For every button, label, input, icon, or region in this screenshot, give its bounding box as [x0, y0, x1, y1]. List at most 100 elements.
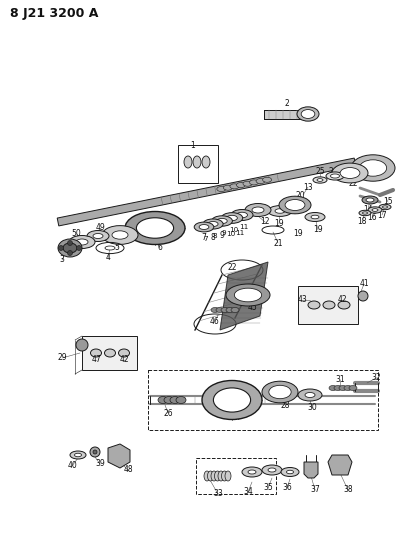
Ellipse shape — [211, 216, 232, 226]
Ellipse shape — [211, 471, 217, 481]
Bar — [196, 458, 276, 494]
Text: 27: 27 — [232, 414, 242, 423]
Ellipse shape — [176, 397, 186, 403]
Ellipse shape — [69, 236, 95, 248]
Text: 34: 34 — [243, 488, 253, 497]
Ellipse shape — [105, 349, 115, 357]
Text: 30: 30 — [307, 403, 317, 413]
Ellipse shape — [351, 155, 395, 181]
Text: 7: 7 — [201, 232, 206, 241]
Ellipse shape — [279, 196, 311, 214]
Text: 47: 47 — [92, 356, 102, 365]
Ellipse shape — [119, 349, 130, 357]
Ellipse shape — [230, 184, 239, 189]
Ellipse shape — [102, 225, 138, 244]
Ellipse shape — [58, 239, 82, 257]
Ellipse shape — [339, 385, 347, 391]
Text: 18: 18 — [357, 216, 367, 225]
Text: 9: 9 — [222, 230, 226, 236]
Text: 48: 48 — [123, 465, 133, 474]
Ellipse shape — [311, 215, 319, 219]
Ellipse shape — [199, 224, 209, 229]
Text: 19: 19 — [293, 230, 303, 238]
Text: 49: 49 — [95, 222, 105, 231]
Ellipse shape — [334, 385, 342, 391]
Ellipse shape — [243, 181, 252, 186]
Ellipse shape — [372, 208, 378, 212]
Text: 37: 37 — [310, 486, 320, 495]
Text: 5: 5 — [115, 244, 119, 253]
Ellipse shape — [297, 107, 319, 121]
Polygon shape — [57, 158, 356, 226]
Ellipse shape — [221, 213, 243, 223]
Ellipse shape — [170, 397, 180, 403]
Text: 39: 39 — [95, 459, 105, 469]
Ellipse shape — [252, 207, 264, 213]
Ellipse shape — [268, 468, 276, 472]
Text: 22: 22 — [348, 179, 358, 188]
Ellipse shape — [237, 182, 245, 188]
Text: 23: 23 — [372, 174, 382, 182]
Ellipse shape — [87, 230, 109, 241]
Circle shape — [67, 251, 73, 255]
Text: 40: 40 — [67, 462, 77, 471]
Ellipse shape — [262, 381, 298, 403]
Ellipse shape — [281, 467, 299, 477]
Text: 21: 21 — [273, 238, 283, 247]
Ellipse shape — [217, 187, 226, 191]
Ellipse shape — [63, 243, 77, 253]
Ellipse shape — [359, 160, 387, 176]
Ellipse shape — [298, 389, 322, 401]
Text: 3: 3 — [59, 255, 64, 264]
Text: 44: 44 — [255, 295, 265, 304]
Ellipse shape — [215, 471, 221, 481]
Text: 6: 6 — [158, 244, 162, 253]
Ellipse shape — [216, 308, 224, 312]
Ellipse shape — [226, 284, 270, 306]
Text: 7: 7 — [203, 236, 208, 242]
Ellipse shape — [263, 177, 272, 182]
Ellipse shape — [248, 470, 256, 474]
Ellipse shape — [269, 385, 291, 399]
Ellipse shape — [225, 471, 231, 481]
Text: 14: 14 — [363, 206, 373, 214]
Text: 22: 22 — [227, 263, 237, 272]
Ellipse shape — [285, 199, 305, 211]
Ellipse shape — [363, 212, 367, 214]
Text: 11: 11 — [239, 224, 249, 230]
Bar — [298, 286, 358, 324]
Ellipse shape — [202, 381, 262, 419]
Text: 46: 46 — [210, 318, 220, 327]
Text: 13: 13 — [303, 182, 313, 191]
Circle shape — [67, 240, 73, 246]
Text: 8: 8 — [211, 233, 215, 243]
Ellipse shape — [379, 204, 391, 209]
Text: 36: 36 — [282, 483, 292, 492]
Ellipse shape — [305, 213, 325, 222]
Ellipse shape — [91, 349, 101, 357]
Text: 1: 1 — [191, 141, 196, 149]
Ellipse shape — [218, 471, 224, 481]
Ellipse shape — [344, 385, 352, 391]
Bar — [178, 145, 218, 183]
Text: 8: 8 — [213, 233, 217, 239]
Ellipse shape — [208, 222, 218, 227]
Ellipse shape — [227, 215, 237, 221]
Bar — [82, 336, 137, 370]
Ellipse shape — [223, 185, 232, 190]
Ellipse shape — [231, 308, 239, 312]
Circle shape — [358, 291, 368, 301]
Ellipse shape — [313, 177, 327, 183]
Ellipse shape — [275, 209, 285, 213]
Ellipse shape — [330, 174, 340, 178]
Circle shape — [76, 339, 88, 351]
Ellipse shape — [349, 385, 357, 391]
Ellipse shape — [221, 308, 229, 312]
Ellipse shape — [203, 219, 223, 229]
Text: 32: 32 — [371, 374, 381, 383]
Text: 15: 15 — [383, 198, 393, 206]
Text: 2: 2 — [284, 100, 289, 109]
Ellipse shape — [221, 471, 227, 481]
Text: 28: 28 — [280, 400, 290, 409]
Text: 38: 38 — [343, 486, 353, 495]
